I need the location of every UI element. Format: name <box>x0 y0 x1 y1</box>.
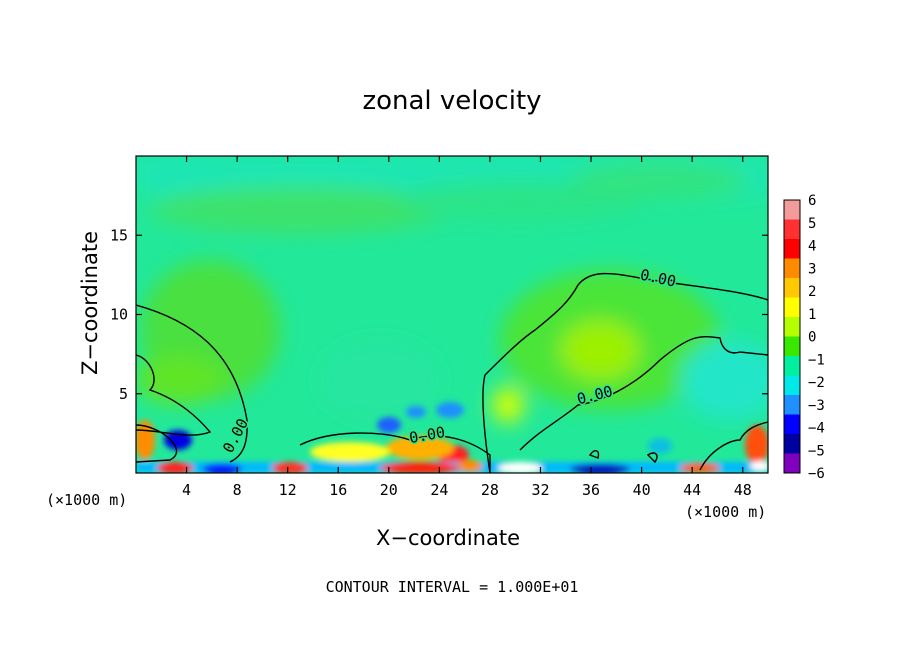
colorbar-tick-label: 1 <box>808 307 816 323</box>
colorbar-tick-label: 2 <box>808 284 816 300</box>
colorbar-swatch <box>784 317 800 337</box>
colorbar-swatch <box>784 239 800 259</box>
x-tick-label: 12 <box>279 481 297 499</box>
x-tick-label: 40 <box>633 481 651 499</box>
y-tick-label: 10 <box>110 306 128 324</box>
y-tick-label: 15 <box>110 226 128 244</box>
colorbar-swatch <box>784 297 800 318</box>
colorbar-tick-label: −3 <box>808 398 825 414</box>
colorbar-swatch <box>784 414 800 435</box>
colorbar-tick-label: 6 <box>808 193 816 209</box>
x-tick-label: 44 <box>683 481 701 499</box>
x-tick-label: 32 <box>531 481 549 499</box>
colorbar-tick-label: −1 <box>808 352 825 368</box>
y-axis-label: Z−coordinate <box>78 231 102 375</box>
colorbar-swatch <box>784 356 800 376</box>
x-tick-label: 24 <box>430 481 448 499</box>
colorbar-tick-label: −2 <box>808 375 825 391</box>
x-tick-label: 20 <box>380 481 398 499</box>
colorbar-frame <box>783 199 801 474</box>
colorbar-tick-label: 5 <box>808 216 816 232</box>
colorbar-swatch <box>784 434 800 454</box>
colorbar-tick-label: −5 <box>808 443 825 459</box>
colorbar-swatch <box>784 219 800 240</box>
y-tick-label: 5 <box>119 385 128 403</box>
y-axis-ticks: 5 10 15 <box>110 226 768 403</box>
chart-title: zonal velocity <box>362 86 542 116</box>
colorbar-tick-label: 4 <box>808 239 816 255</box>
x-tick-label: 48 <box>734 481 752 499</box>
contour-lines <box>136 272 768 473</box>
colorbar-tick-label: −4 <box>808 421 825 437</box>
colorbar-swatch <box>784 375 800 396</box>
x-axis-label: X−coordinate <box>376 526 520 550</box>
colorbar-swatch <box>784 278 800 298</box>
x-tick-label: 36 <box>582 481 600 499</box>
colorbar-swatch <box>784 200 800 220</box>
x-tick-label: 8 <box>233 481 242 499</box>
colorbar-tick-label: −6 <box>808 466 825 482</box>
x-axis-unit-left: (×1000 m) <box>46 491 128 509</box>
colorbar-tick-label: 3 <box>808 261 816 277</box>
x-tick-label: 28 <box>481 481 499 499</box>
colorbar-swatch <box>784 453 800 474</box>
colorbar: 6 5 4 3 2 1 0 −1 −2 −3 −4 −5 −6 <box>783 193 825 482</box>
contour-interval-note: CONTOUR INTERVAL = 1.000E+01 <box>325 578 579 596</box>
x-tick-label: 4 <box>182 481 191 499</box>
x-tick-label: 16 <box>329 481 347 499</box>
colorbar-tick-label: 0 <box>808 330 816 346</box>
colorbar-swatch <box>784 258 800 279</box>
colorbar-swatch <box>784 336 800 357</box>
x-axis-unit-right: (×1000 m) <box>685 503 767 521</box>
colorbar-swatch <box>784 395 800 415</box>
x-axis-ticks: 4 8 12 16 20 24 28 32 36 40 44 48 <box>182 156 752 499</box>
heatmap-field <box>136 156 768 473</box>
